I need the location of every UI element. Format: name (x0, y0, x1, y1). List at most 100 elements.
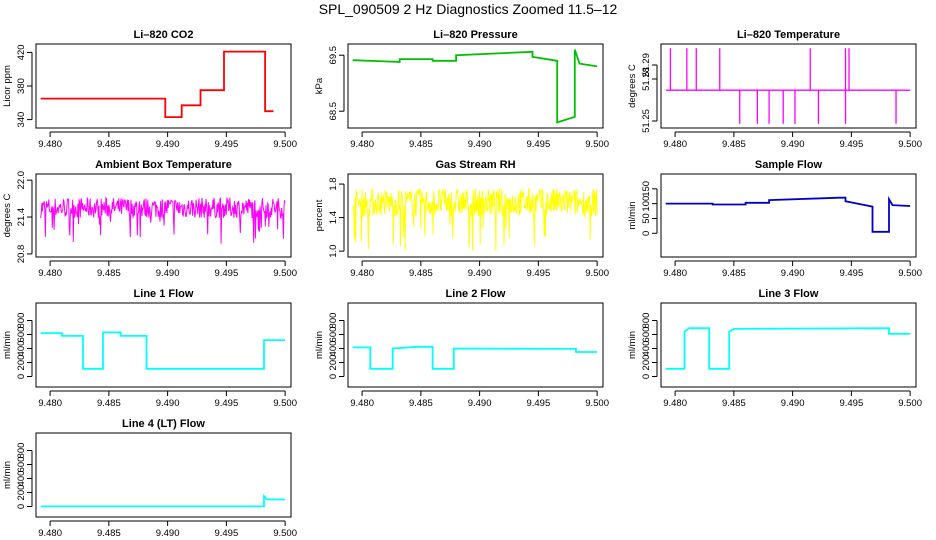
y-tick-label: 20.8 (16, 245, 27, 263)
y-tick-label: 0 (16, 374, 27, 379)
y-tick-label: 68.5 (328, 102, 339, 121)
y-tick-label: 600 (16, 327, 27, 343)
y-tick-label: 1.8 (328, 177, 339, 190)
panel-title: Li–820 Pressure (433, 29, 517, 41)
x-tick-label: 9.500 (273, 268, 297, 279)
x-tick-label: 9.495 (526, 398, 550, 409)
x-tick-label: 9.495 (526, 268, 550, 279)
panel-1: Li–820 CO2 9.480 9.485 9.490 9.495 9.500 340 38… (2, 29, 297, 150)
y-tick-label: 51.29 (641, 53, 652, 77)
x-tick-label: 9.485 (722, 398, 746, 409)
x-tick-label: 9.480 (38, 398, 62, 409)
x-tick-label: 9.490 (156, 268, 180, 279)
y-axis-label: ml/min (314, 331, 325, 359)
y-tick-label: 22.0 (16, 171, 27, 190)
panel-title: Sample Flow (755, 159, 823, 171)
panel-title: Line 4 (LT) Flow (122, 418, 205, 430)
x-tick-label: 9.490 (156, 528, 180, 539)
y-tick-label: 200 (328, 355, 339, 371)
y-tick-label: 420 (16, 44, 27, 60)
x-tick-label: 9.495 (214, 398, 238, 409)
y-tick-label: 800 (328, 313, 339, 329)
y-tick-label: 21.4 (16, 208, 27, 227)
y-axis-label: Licor ppm (2, 65, 13, 107)
x-tick-label: 9.485 (97, 528, 121, 539)
plot-frame (660, 173, 917, 258)
plot-frame (35, 432, 292, 518)
y-tick-label: 0 (641, 231, 652, 236)
y-tick-label: 100 (641, 196, 652, 212)
y-tick-label: 51.28 (641, 67, 652, 91)
x-tick-label: 9.490 (156, 139, 180, 150)
series-line (40, 196, 286, 244)
plot-frame (35, 43, 292, 129)
y-axis-label: kPa (314, 77, 325, 94)
x-tick-label: 9.490 (781, 268, 805, 279)
x-tick-label: 9.500 (273, 398, 297, 409)
y-tick-label: 200 (16, 485, 27, 501)
x-tick-label: 9.495 (839, 398, 863, 409)
y-tick-label: 400 (16, 341, 27, 357)
plot-frame (347, 43, 604, 129)
series-line (352, 187, 598, 252)
y-tick-label: 380 (16, 78, 27, 94)
x-tick-label: 9.490 (468, 268, 492, 279)
panel-2: Li–820 Pressure 9.480 9.485 9.490 9.495 9.500… (314, 29, 609, 150)
plot-frame (660, 43, 917, 129)
panel-4: Ambient Box Temperature 9.480 9.485 9.490 9.… (2, 159, 297, 279)
x-tick-label: 9.485 (97, 139, 121, 150)
x-tick-label: 9.485 (722, 268, 746, 279)
y-tick-label: 150 (641, 181, 652, 197)
x-tick-label: 9.480 (350, 398, 374, 409)
panel-8: Line 2 Flow 9.480 9.485 9.490 9.495 9.500 0 200… (314, 288, 609, 409)
series-line (40, 50, 274, 118)
panel-7: Line 1 Flow 9.480 9.485 9.490 9.495 9.500 0 200… (2, 288, 297, 409)
panel-title: Li–820 Temperature (737, 29, 840, 41)
series-line (665, 195, 911, 233)
x-tick-label: 9.495 (839, 268, 863, 279)
x-tick-label: 9.500 (585, 268, 609, 279)
panel-title: Ambient Box Temperature (95, 159, 232, 171)
panel-title: Gas Stream RH (435, 159, 515, 171)
y-axis-label: degrees C (627, 64, 638, 108)
series-line (352, 345, 598, 370)
panel-title: Li–820 CO2 (134, 29, 194, 41)
x-tick-label: 9.495 (839, 139, 863, 150)
y-axis-label: ml/min (627, 331, 638, 359)
x-tick-label: 9.495 (214, 139, 238, 150)
y-tick-label: 1.0 (328, 245, 339, 258)
y-tick-label: 800 (16, 313, 27, 329)
x-tick-label: 9.480 (38, 139, 62, 150)
x-tick-label: 9.500 (898, 139, 922, 150)
panel-10: Line 4 (LT) Flow 9.480 9.485 9.490 9.495 9.50… (2, 418, 297, 539)
y-tick-label: 51.25 (641, 109, 652, 133)
x-tick-label: 9.500 (585, 139, 609, 150)
plot-frame (347, 302, 604, 388)
panel-title: Line 2 Flow (446, 288, 506, 300)
panel-title: Line 3 Flow (759, 288, 819, 300)
x-tick-label: 9.490 (468, 139, 492, 150)
y-axis-label: ml/min (2, 461, 13, 489)
y-tick-label: 200 (16, 355, 27, 371)
plot-frame (35, 302, 292, 388)
panel-3: Li–820 Temperature 9.480 9.485 9.490 9.495 9.… (627, 29, 922, 150)
y-tick-label: 600 (16, 457, 27, 473)
y-tick-label: 400 (16, 471, 27, 487)
y-tick-label: 340 (16, 112, 27, 128)
y-tick-label: 0 (641, 374, 652, 379)
x-tick-label: 9.490 (156, 398, 180, 409)
y-tick-label: 200 (641, 355, 652, 371)
x-tick-label: 9.485 (97, 398, 121, 409)
y-tick-label: 69.5 (328, 46, 339, 64)
y-axis-label: percent (314, 199, 325, 231)
y-tick-label: 50 (641, 213, 652, 224)
y-tick-label: 600 (328, 327, 339, 343)
series-line (352, 49, 598, 124)
plot-frame (347, 173, 604, 258)
x-tick-label: 9.495 (526, 139, 550, 150)
x-tick-label: 9.485 (409, 268, 433, 279)
panel-5: Gas Stream RH 9.480 9.485 9.490 9.495 9.500 1.… (314, 159, 609, 279)
panel-9: Line 3 Flow 9.480 9.485 9.490 9.495 9.500 0 200… (627, 288, 922, 409)
y-tick-label: 600 (641, 327, 652, 343)
